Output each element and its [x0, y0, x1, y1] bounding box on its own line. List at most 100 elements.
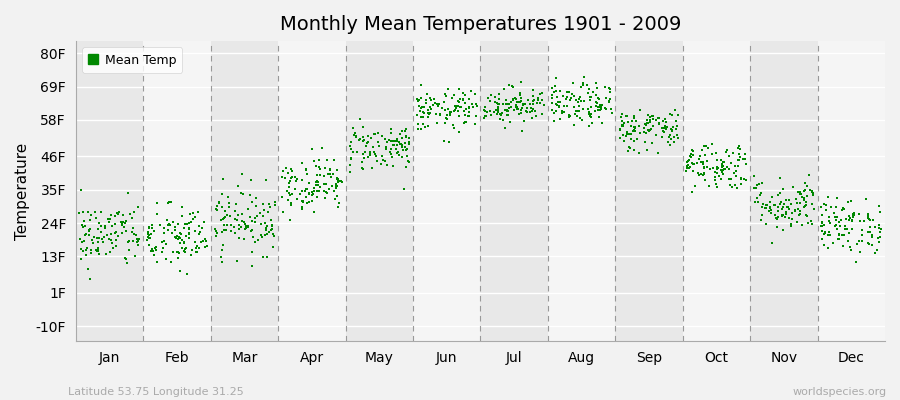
Point	[655, 124, 670, 131]
Point	[87, 234, 102, 241]
Point	[545, 92, 560, 98]
Point	[238, 224, 253, 231]
Bar	[817, 41, 885, 341]
Point	[716, 167, 730, 174]
Point	[593, 106, 608, 112]
Point	[755, 212, 770, 218]
Point	[241, 224, 256, 230]
Point	[173, 230, 187, 236]
Point	[253, 210, 267, 217]
Point	[498, 86, 512, 92]
Point	[214, 229, 229, 235]
Point	[438, 93, 453, 100]
Point	[356, 134, 370, 140]
Point	[481, 108, 495, 115]
Point	[196, 238, 211, 244]
Point	[845, 225, 859, 232]
Point	[621, 144, 635, 150]
Point	[281, 170, 295, 177]
Point	[95, 238, 110, 245]
Point	[173, 235, 187, 242]
Point	[669, 107, 683, 113]
Point	[446, 121, 460, 128]
Point	[823, 218, 837, 224]
Point	[627, 124, 642, 131]
Point	[184, 246, 199, 253]
Point	[651, 115, 665, 121]
Point	[722, 176, 736, 182]
Point	[805, 189, 819, 195]
Point	[458, 119, 473, 125]
Point	[379, 144, 393, 150]
Point	[551, 99, 565, 106]
Point	[179, 245, 194, 251]
Point	[832, 236, 847, 242]
Point	[598, 106, 613, 113]
Point	[129, 232, 143, 238]
Point	[500, 108, 515, 114]
Point	[734, 176, 748, 182]
Point	[728, 182, 742, 188]
Point	[305, 146, 320, 152]
Point	[468, 101, 482, 107]
Point	[251, 237, 266, 244]
Point	[150, 258, 165, 265]
Point	[285, 191, 300, 197]
Point	[722, 166, 736, 172]
Point	[500, 112, 515, 118]
Bar	[616, 41, 683, 341]
Point	[130, 239, 144, 246]
Point	[834, 206, 849, 213]
Point	[238, 221, 252, 227]
Point	[214, 204, 229, 210]
Point	[178, 220, 193, 227]
Point	[698, 164, 712, 170]
Point	[113, 219, 128, 226]
Point	[76, 224, 90, 230]
Point	[594, 103, 608, 110]
Point	[784, 220, 798, 227]
Point	[496, 116, 510, 123]
Point	[549, 88, 563, 94]
Point	[426, 102, 440, 108]
Point	[213, 216, 228, 223]
Point	[103, 216, 117, 222]
Point	[590, 100, 605, 106]
Point	[105, 223, 120, 230]
Point	[145, 248, 159, 254]
Point	[148, 247, 163, 253]
Point	[164, 259, 178, 266]
Point	[440, 86, 454, 92]
Point	[550, 94, 564, 100]
Point	[866, 217, 880, 224]
Point	[627, 128, 642, 134]
Point	[347, 131, 362, 138]
Point	[104, 212, 118, 218]
Point	[565, 91, 580, 97]
Point	[575, 117, 590, 123]
Point	[300, 185, 314, 192]
Point	[433, 112, 447, 118]
Point	[363, 149, 377, 155]
Point	[861, 239, 876, 246]
Point	[780, 204, 795, 210]
Point	[799, 212, 814, 219]
Point	[706, 151, 720, 158]
Point	[168, 233, 183, 240]
Point	[360, 140, 374, 146]
Point	[384, 126, 399, 132]
Point	[192, 231, 206, 238]
Point	[492, 96, 507, 103]
Point	[616, 131, 630, 138]
Point	[526, 101, 541, 108]
Point	[793, 200, 807, 206]
Point	[717, 159, 732, 166]
Point	[74, 245, 88, 252]
Point	[602, 85, 616, 92]
Point	[209, 205, 223, 212]
Point	[104, 231, 118, 237]
Point	[478, 108, 492, 114]
Point	[399, 133, 413, 140]
Point	[643, 116, 657, 123]
Point	[724, 160, 738, 166]
